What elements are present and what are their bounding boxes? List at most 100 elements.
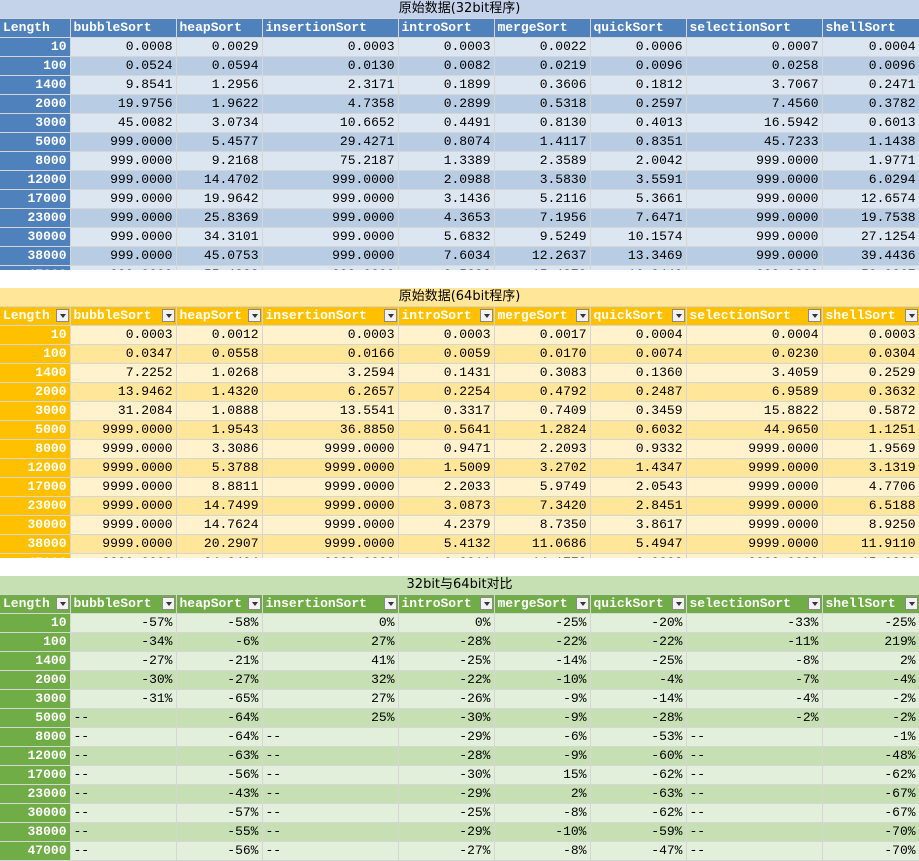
table-cell[interactable]: 0.7409: [494, 401, 591, 421]
filter-dropdown-icon[interactable]: [807, 597, 821, 610]
table-cell[interactable]: 0.0004: [686, 325, 823, 345]
table-cell[interactable]: 13.9462: [70, 382, 177, 402]
table-cell[interactable]: 0.2899: [398, 94, 495, 114]
table-cell[interactable]: 25%: [262, 708, 399, 728]
table-cell[interactable]: 0.2471: [822, 75, 919, 95]
table-cell[interactable]: -10%: [494, 822, 591, 842]
table-cell[interactable]: 5.4577: [176, 132, 263, 152]
table-cell[interactable]: 3.2594: [262, 363, 399, 383]
table-cell[interactable]: -28%: [590, 708, 687, 728]
table-cell[interactable]: 5.3788: [176, 458, 263, 478]
filter-dropdown-icon[interactable]: [161, 309, 175, 322]
column-header-mergesort[interactable]: mergeSort: [494, 306, 591, 326]
table-cell[interactable]: 4.3653: [398, 208, 495, 228]
table-cell[interactable]: 1.9543: [176, 420, 263, 440]
table-cell[interactable]: -25%: [398, 651, 495, 671]
table-cell[interactable]: -70%: [822, 822, 919, 842]
column-header-shellsort[interactable]: shellSort: [822, 306, 919, 326]
table-cell[interactable]: 2.3589: [494, 151, 591, 171]
column-header-shellsort[interactable]: shellSort: [822, 594, 919, 614]
table-cell[interactable]: 0.1360: [590, 363, 687, 383]
table-cell[interactable]: -6%: [176, 632, 263, 652]
table-cell[interactable]: -62%: [822, 765, 919, 785]
table-cell[interactable]: 9999.0000: [686, 477, 823, 497]
table-cell[interactable]: 9999.0000: [686, 515, 823, 535]
table-cell[interactable]: --: [262, 746, 399, 766]
table-cell[interactable]: 999.0000: [70, 208, 177, 228]
table-cell[interactable]: 14.4702: [176, 170, 263, 190]
filter-dropdown-icon[interactable]: [807, 309, 821, 322]
filter-dropdown-icon[interactable]: [575, 309, 589, 322]
table-cell[interactable]: 11.0686: [494, 534, 591, 554]
filter-dropdown-icon[interactable]: [55, 309, 69, 322]
table-cell[interactable]: --: [262, 841, 399, 861]
table-cell[interactable]: 1.0268: [176, 363, 263, 383]
table-cell[interactable]: 0.0004: [822, 37, 919, 57]
table-cell[interactable]: 0.0096: [590, 56, 687, 76]
table-cell[interactable]: 3.0873: [398, 496, 495, 516]
table-cell[interactable]: 45.0753: [176, 246, 263, 266]
table-cell[interactable]: -10%: [494, 670, 591, 690]
filter-dropdown-icon[interactable]: [383, 309, 397, 322]
table-cell[interactable]: 0.0074: [590, 344, 687, 364]
table-cell[interactable]: 0.0003: [262, 325, 399, 345]
table-cell[interactable]: 9999.0000: [686, 458, 823, 478]
table-cell[interactable]: --: [686, 784, 823, 804]
table-cell[interactable]: 19.9756: [70, 94, 177, 114]
table-cell[interactable]: -53%: [590, 727, 687, 747]
table-cell[interactable]: 0.0594: [176, 56, 263, 76]
table-cell[interactable]: -62%: [590, 803, 687, 823]
table-cell[interactable]: 2.8451: [590, 496, 687, 516]
table-cell[interactable]: 41%: [262, 651, 399, 671]
row-length-cell[interactable]: 38000: [0, 534, 71, 554]
filter-dropdown-icon[interactable]: [575, 597, 589, 610]
table-cell[interactable]: -27%: [176, 670, 263, 690]
table-cell[interactable]: 0.6013: [822, 113, 919, 133]
table-cell[interactable]: 14.7499: [176, 496, 263, 516]
table-cell[interactable]: 3.5830: [494, 170, 591, 190]
table-cell[interactable]: 0.0170: [494, 344, 591, 364]
table-cell[interactable]: 9.8541: [70, 75, 177, 95]
column-header-length[interactable]: Length: [0, 594, 71, 614]
row-length-cell[interactable]: 10: [0, 613, 71, 633]
table-cell[interactable]: 3.2702: [494, 458, 591, 478]
table-cell[interactable]: 999.0000: [686, 227, 823, 247]
table-cell[interactable]: --: [70, 803, 177, 823]
table-cell[interactable]: 16.5942: [686, 113, 823, 133]
table-cell[interactable]: -4%: [590, 670, 687, 690]
table-cell[interactable]: -9%: [494, 746, 591, 766]
table-cell[interactable]: 19.9642: [176, 189, 263, 209]
row-length-cell[interactable]: 30000: [0, 803, 71, 823]
table-cell[interactable]: 27%: [262, 632, 399, 652]
row-length-cell[interactable]: 17000: [0, 189, 71, 209]
column-header-heapsort[interactable]: heapSort: [176, 306, 263, 326]
row-length-cell[interactable]: 8000: [0, 439, 71, 459]
table-cell[interactable]: -7%: [686, 670, 823, 690]
table-cell[interactable]: 0.3606: [494, 75, 591, 95]
table-cell[interactable]: 12.2637: [494, 246, 591, 266]
row-length-cell[interactable]: 8000: [0, 151, 71, 171]
table-cell[interactable]: 25.8369: [176, 208, 263, 228]
table-cell[interactable]: -8%: [686, 651, 823, 671]
table-cell[interactable]: -27%: [70, 651, 177, 671]
table-cell[interactable]: 1.3389: [398, 151, 495, 171]
table-cell[interactable]: 999.0000: [686, 189, 823, 209]
table-cell[interactable]: 0.9332: [590, 439, 687, 459]
table-cell[interactable]: 9999.0000: [262, 496, 399, 516]
table-cell[interactable]: -4%: [822, 670, 919, 690]
table-cell[interactable]: 0.1812: [590, 75, 687, 95]
table-cell[interactable]: -1%: [822, 727, 919, 747]
row-length-cell[interactable]: 12000: [0, 170, 71, 190]
table-cell[interactable]: 0.2597: [590, 94, 687, 114]
table-cell[interactable]: 0.0347: [70, 344, 177, 364]
table-cell[interactable]: -33%: [686, 613, 823, 633]
table-cell[interactable]: 0.0130: [262, 56, 399, 76]
table-cell[interactable]: 0.0003: [70, 325, 177, 345]
table-cell[interactable]: -25%: [590, 651, 687, 671]
row-length-cell[interactable]: 17000: [0, 765, 71, 785]
table-cell[interactable]: 2%: [494, 784, 591, 804]
table-cell[interactable]: 999.0000: [70, 170, 177, 190]
row-length-cell[interactable]: 100: [0, 56, 71, 76]
table-cell[interactable]: 5.3661: [590, 189, 687, 209]
table-cell[interactable]: 2.3171: [262, 75, 399, 95]
